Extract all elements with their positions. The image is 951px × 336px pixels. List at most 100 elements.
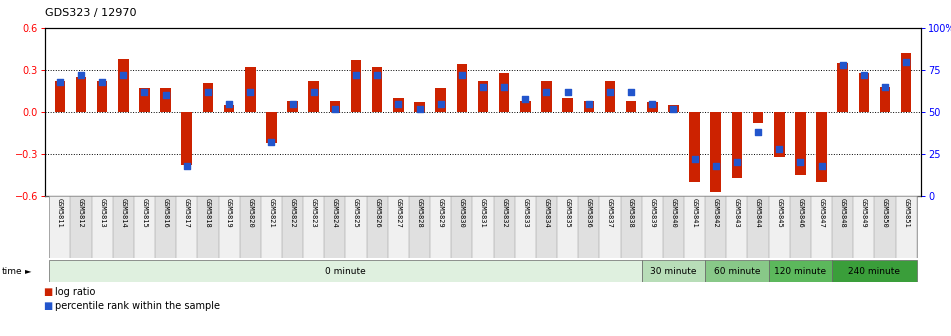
Point (222, 101, 237, 106)
Bar (621, 196, 642, 258)
Point (348, 72, 363, 78)
Bar (372, 67, 382, 112)
Point (835, 62, 850, 68)
Point (116, 72, 131, 78)
Bar (266, 112, 277, 143)
Bar (795, 112, 805, 175)
Point (899, 59, 914, 64)
Point (496, 84, 512, 89)
Bar (70, 196, 91, 258)
Bar (768, 260, 832, 282)
Bar (182, 112, 192, 165)
Bar (54, 81, 65, 112)
Bar (896, 196, 917, 258)
Bar (642, 260, 706, 282)
Bar (409, 196, 430, 258)
Text: GSM5822: GSM5822 (289, 198, 296, 227)
Text: GSM5841: GSM5841 (691, 198, 698, 227)
Bar (330, 101, 340, 112)
Text: ►: ► (25, 266, 31, 276)
Text: 60 minute: 60 minute (713, 266, 760, 276)
Bar (774, 112, 785, 157)
Bar (747, 196, 768, 258)
Point (201, 89, 216, 94)
Text: 240 minute: 240 minute (848, 266, 901, 276)
Bar (768, 196, 790, 258)
Bar (520, 101, 531, 112)
Bar (731, 112, 742, 178)
Text: GSM5825: GSM5825 (353, 198, 359, 227)
Text: GSM5823: GSM5823 (311, 198, 317, 227)
Text: GSM5834: GSM5834 (543, 198, 550, 227)
Bar (203, 83, 213, 112)
Text: ■: ■ (43, 287, 52, 297)
Point (158, 92, 173, 98)
Text: GSM5836: GSM5836 (586, 198, 592, 227)
Point (433, 101, 448, 106)
Point (581, 101, 596, 106)
Point (708, 163, 724, 168)
Text: GSM5827: GSM5827 (396, 198, 401, 227)
Point (137, 89, 152, 94)
Bar (415, 102, 425, 112)
Point (476, 84, 491, 89)
Bar (161, 88, 171, 112)
Bar (626, 101, 636, 112)
Bar (499, 73, 510, 112)
Bar (838, 63, 848, 112)
Point (793, 160, 808, 165)
Text: GSM5819: GSM5819 (226, 198, 232, 227)
Bar (494, 196, 514, 258)
Text: GSM5813: GSM5813 (99, 198, 106, 227)
Text: GSM5838: GSM5838 (628, 198, 634, 227)
Text: GSM5820: GSM5820 (247, 198, 253, 227)
Text: GSM5824: GSM5824 (332, 198, 338, 227)
Bar (118, 59, 128, 112)
Text: GSM5812: GSM5812 (78, 198, 84, 227)
Text: GSM5815: GSM5815 (142, 198, 147, 227)
Bar (308, 81, 319, 112)
Point (878, 84, 893, 89)
Bar (287, 101, 298, 112)
Bar (706, 196, 727, 258)
Text: 30 minute: 30 minute (650, 266, 697, 276)
Point (666, 106, 681, 111)
Text: log ratio: log ratio (55, 287, 95, 297)
Bar (832, 260, 917, 282)
Bar (599, 196, 621, 258)
Bar (452, 196, 473, 258)
Bar (647, 102, 657, 112)
Point (560, 89, 575, 94)
Text: GSM5843: GSM5843 (734, 198, 740, 227)
Bar (669, 105, 679, 112)
Point (94, 79, 109, 84)
Bar (49, 260, 642, 282)
Text: GSM5828: GSM5828 (417, 198, 422, 227)
Bar (880, 87, 890, 112)
Point (624, 89, 639, 94)
Text: GSM5849: GSM5849 (861, 198, 867, 227)
Text: GSM5830: GSM5830 (458, 198, 465, 227)
Bar (456, 65, 467, 112)
Point (306, 89, 321, 94)
Bar (859, 73, 869, 112)
Point (391, 101, 406, 106)
Text: GSM5840: GSM5840 (670, 198, 676, 227)
Bar (139, 88, 149, 112)
Bar (240, 196, 261, 258)
Text: GSM5850: GSM5850 (882, 198, 888, 227)
Bar (155, 196, 176, 258)
Point (539, 89, 554, 94)
Bar (367, 196, 388, 258)
Bar (689, 112, 700, 182)
Bar (91, 196, 113, 258)
Point (771, 146, 786, 152)
Bar (282, 196, 303, 258)
Text: GSM5832: GSM5832 (501, 198, 507, 227)
Bar (578, 196, 599, 258)
Bar (663, 196, 684, 258)
Text: GSM5835: GSM5835 (565, 198, 571, 227)
Point (856, 72, 871, 78)
Point (243, 89, 258, 94)
Point (517, 96, 533, 101)
